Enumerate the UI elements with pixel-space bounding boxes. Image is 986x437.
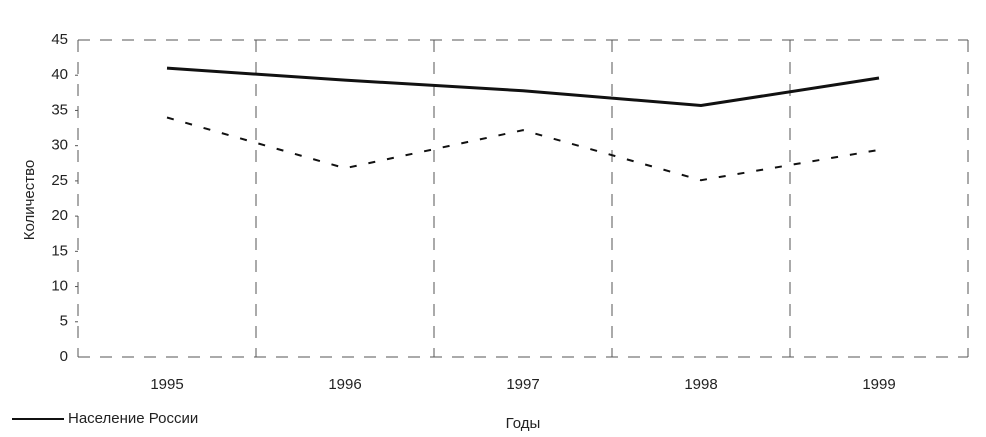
y-tick-label: 25: [51, 172, 68, 189]
legend-label: Население России: [68, 410, 198, 427]
x-tick-label: 1999: [862, 376, 895, 393]
x-tick-label: 1997: [506, 376, 539, 393]
line-series: [166, 66, 880, 108]
x-tick-label: 1998: [684, 376, 717, 393]
y-tick-label: 10: [51, 278, 68, 295]
x-tick-label: 1995: [150, 376, 183, 393]
y-tick-label: 5: [60, 313, 68, 330]
x-axis-label: Годы: [506, 415, 541, 432]
y-tick-label: 45: [51, 31, 68, 48]
y-tick-label: 0: [60, 348, 68, 365]
y-tick-label: 15: [51, 242, 68, 259]
y-tick-label: 20: [51, 207, 68, 224]
line-series: [166, 116, 880, 182]
x-tick-label: 1996: [328, 376, 361, 393]
y-tick-label: 35: [51, 101, 68, 118]
y-axis-label: Количество: [21, 160, 38, 241]
y-tick-label: 30: [51, 137, 68, 154]
y-tick-label: 40: [51, 66, 68, 83]
